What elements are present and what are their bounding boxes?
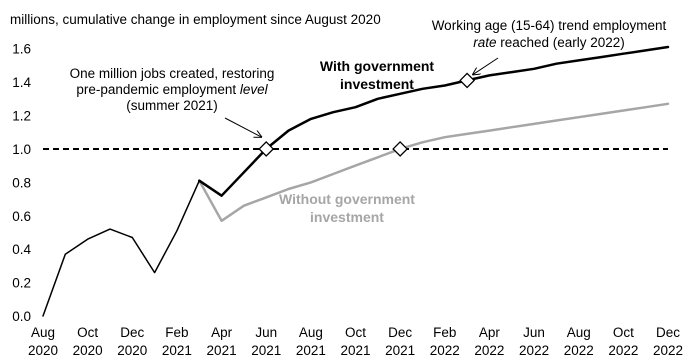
y-tick-label: 1.4 bbox=[12, 75, 31, 90]
annotation-text: Working age (15-64) trend employment rate… bbox=[432, 18, 667, 50]
y-tick-label: 0.2 bbox=[12, 276, 31, 291]
series-line-historical bbox=[42, 179, 201, 317]
x-tick-label: Aug bbox=[567, 325, 591, 340]
x-tick-year-label: 2021 bbox=[340, 343, 370, 358]
x-tick-year-label: 2022 bbox=[608, 343, 638, 358]
x-tick-label: Aug bbox=[31, 325, 55, 340]
series-line-without-government-investment bbox=[198, 102, 670, 223]
axis-ticks: 0.0 0.2 0.4 0.6 0.8 1.0 1.2 1.4 1.6 Aug 2020 Oct 202… bbox=[12, 42, 683, 358]
x-tick-label: Oct bbox=[77, 325, 98, 340]
x-tick-year-label: 2022 bbox=[653, 343, 683, 358]
x-tick-year-label: 2021 bbox=[207, 343, 237, 358]
y-axis-title: millions, cumulative change in employmen… bbox=[10, 12, 381, 27]
x-tick-label: Jun bbox=[255, 325, 277, 340]
y-tick-label: 0.6 bbox=[12, 209, 31, 224]
x-tick-label: Apr bbox=[211, 325, 233, 340]
x-tick-year-label: 2020 bbox=[28, 343, 58, 358]
x-tick-label: Feb bbox=[165, 325, 188, 340]
annotation-text: With government investment bbox=[320, 58, 435, 92]
x-tick-year-label: 2021 bbox=[296, 343, 326, 358]
series-group bbox=[42, 45, 670, 317]
x-tick-year-label: 2022 bbox=[519, 343, 549, 358]
x-tick-year-label: 2022 bbox=[430, 343, 460, 358]
x-tick-year-label: 2022 bbox=[564, 343, 594, 358]
x-tick-year-label: 2022 bbox=[474, 343, 504, 358]
x-tick-label: Dec bbox=[388, 325, 412, 340]
y-tick-label: 1.2 bbox=[12, 109, 31, 124]
y-tick-label: 1.6 bbox=[12, 42, 31, 57]
annotation-leader-rate bbox=[473, 57, 499, 74]
diamond-marker bbox=[258, 141, 275, 157]
x-tick-year-label: 2020 bbox=[117, 343, 147, 358]
annotation-text: Without government investment bbox=[279, 191, 415, 225]
x-tick-year-label: 2020 bbox=[73, 343, 103, 358]
x-tick-label: Dec bbox=[120, 325, 144, 340]
y-tick-label: 0.4 bbox=[12, 242, 31, 257]
annotation-text: One million jobs created, restoring pre-p… bbox=[70, 66, 275, 113]
x-tick-label: Feb bbox=[433, 325, 456, 340]
marker-group bbox=[258, 72, 476, 157]
annotation-leader-jobs bbox=[224, 117, 261, 137]
x-tick-label: Oct bbox=[613, 325, 634, 340]
x-tick-label: Oct bbox=[345, 325, 366, 340]
x-tick-year-label: 2021 bbox=[162, 343, 192, 358]
y-tick-label: 0.0 bbox=[12, 309, 31, 324]
x-tick-year-label: 2021 bbox=[251, 343, 281, 358]
diamond-marker bbox=[459, 72, 476, 89]
diamond-marker bbox=[392, 141, 409, 157]
x-tick-label: Jun bbox=[523, 325, 545, 340]
y-tick-label: 1.0 bbox=[12, 142, 31, 157]
x-tick-label: Dec bbox=[656, 325, 680, 340]
annotation-group: One million jobs created, restoring pre-p… bbox=[70, 18, 667, 225]
x-tick-year-label: 2021 bbox=[385, 343, 415, 358]
series-line-with-government-investment bbox=[198, 45, 670, 197]
x-tick-label: Aug bbox=[299, 325, 323, 340]
x-tick-label: Apr bbox=[479, 325, 501, 340]
y-tick-label: 0.8 bbox=[12, 175, 31, 190]
